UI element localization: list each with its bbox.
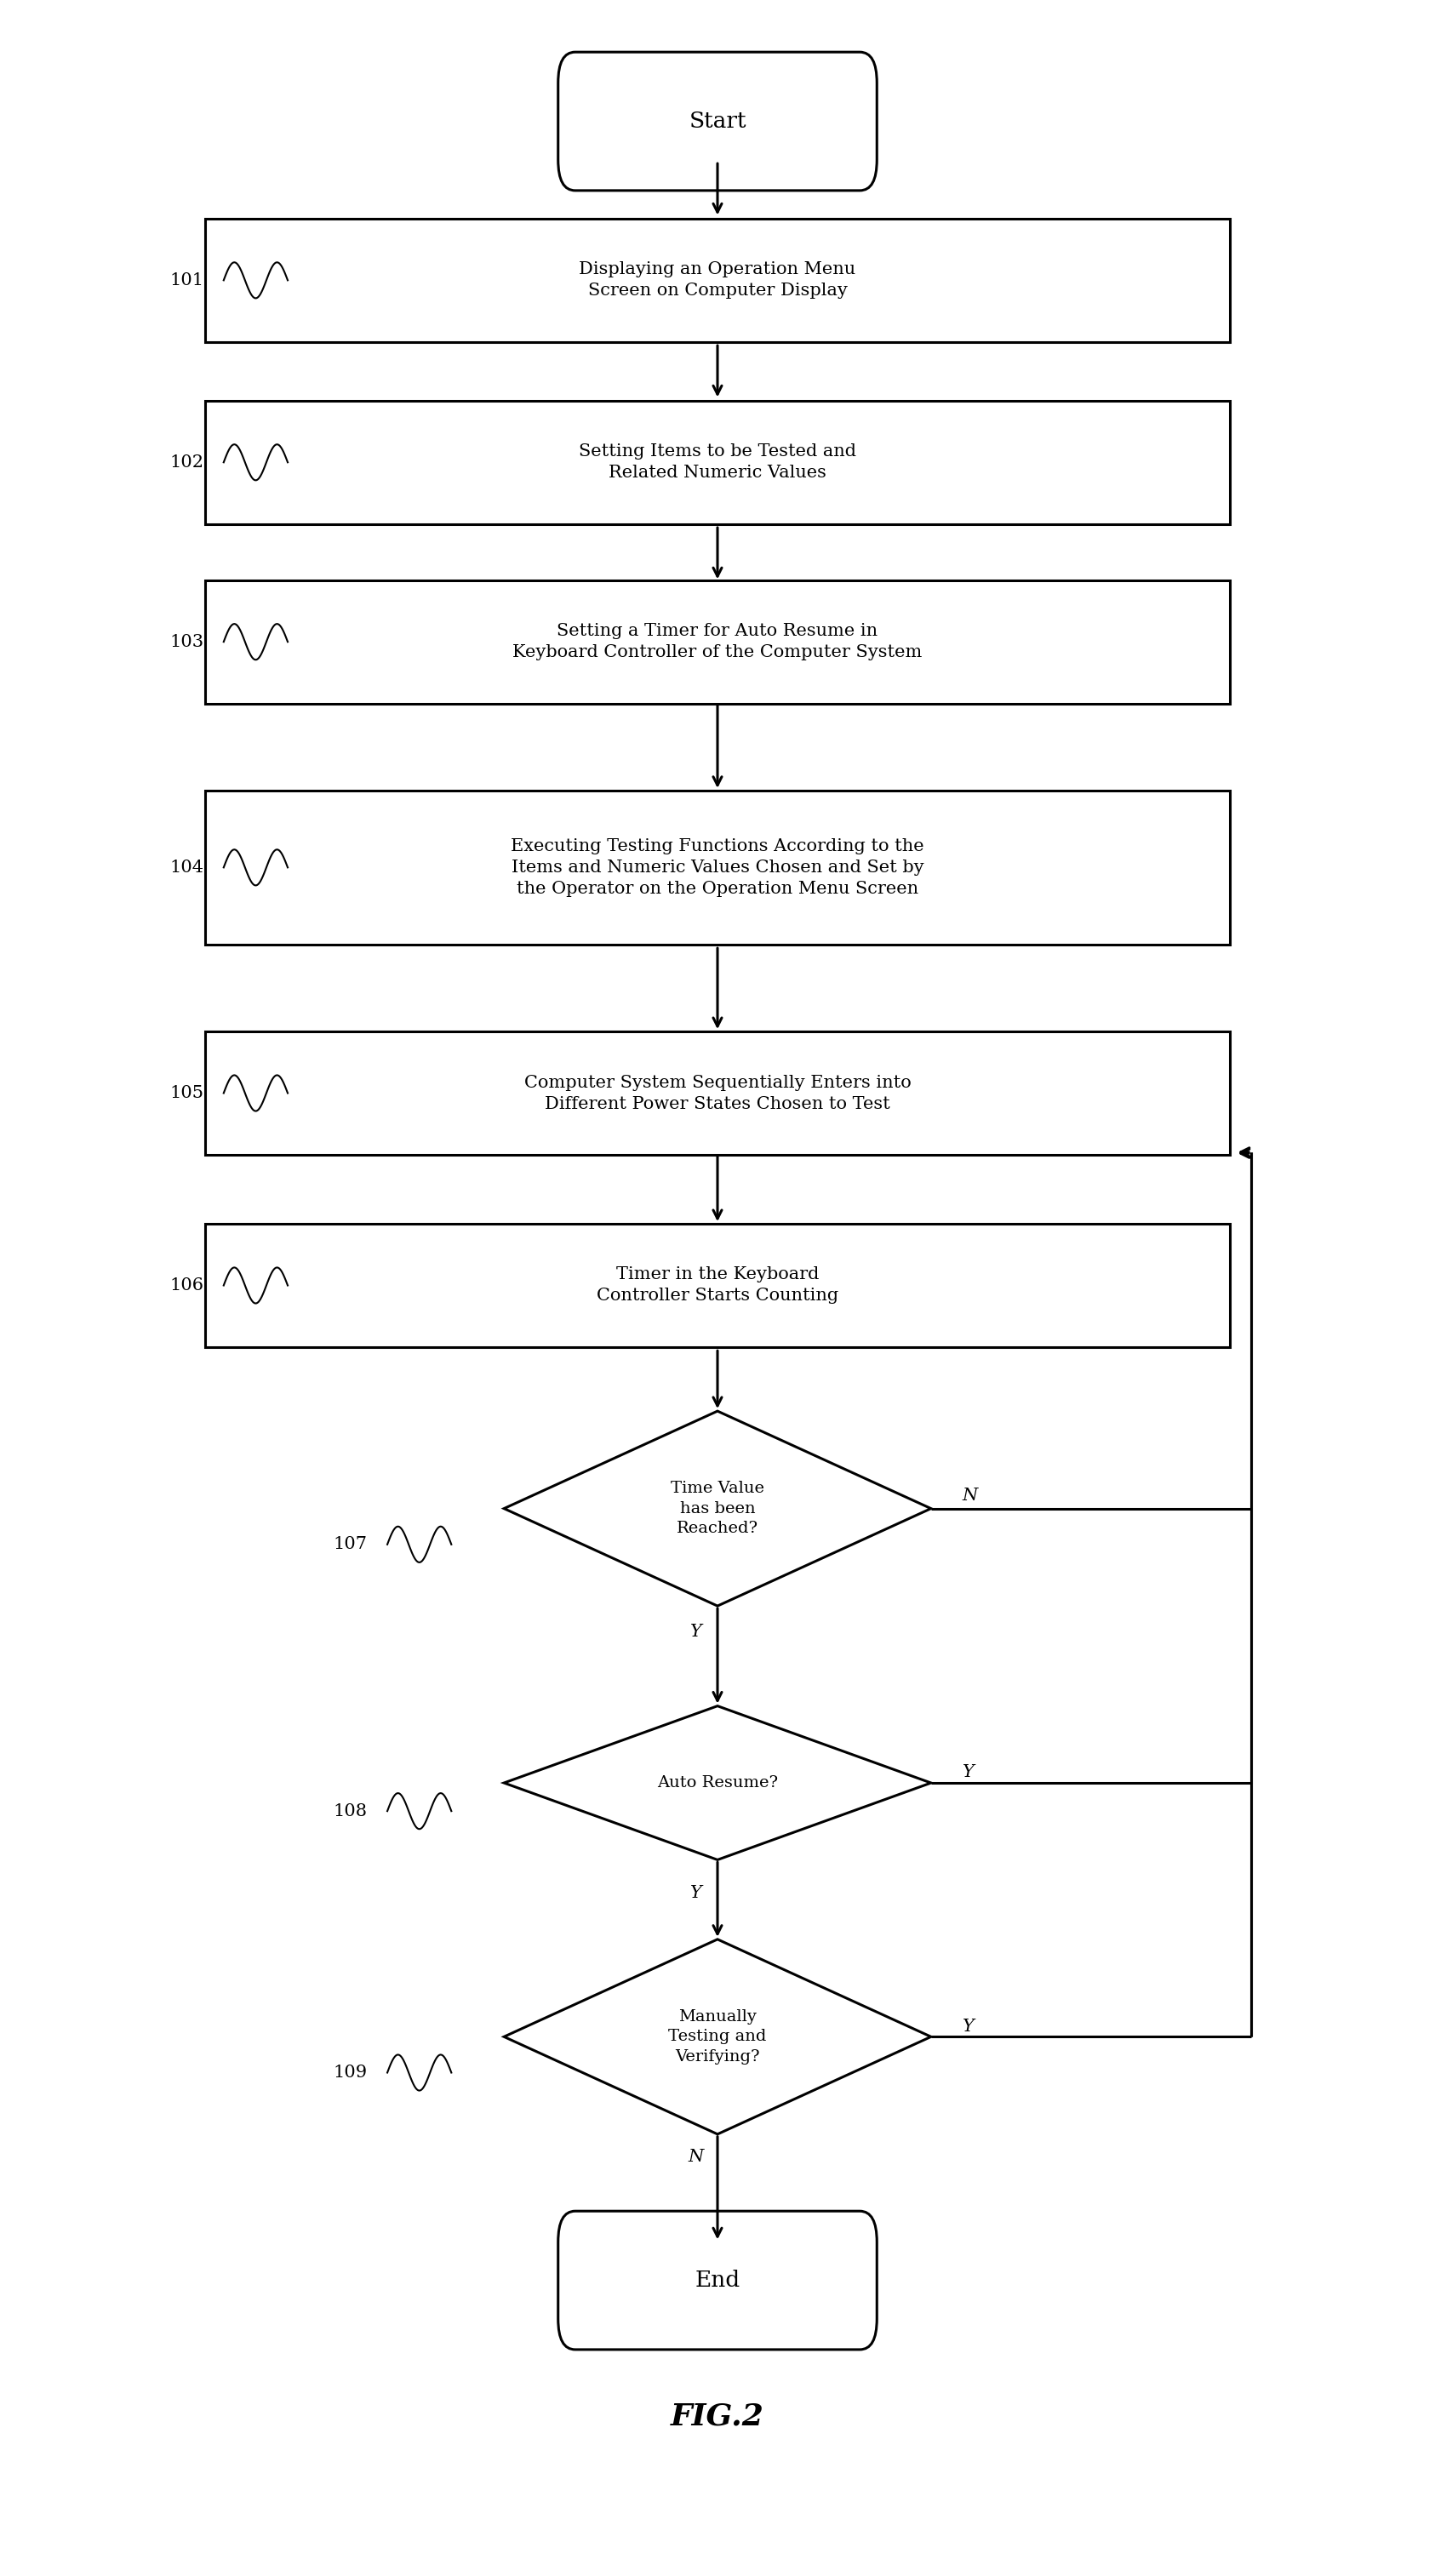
Bar [205, 1030, 1230, 1154]
Text: Setting a Timer for Auto Resume in
Keyboard Controller of the Computer System: Setting a Timer for Auto Resume in Keybo… [512, 623, 923, 659]
Text: 106: 106 [169, 1278, 204, 1293]
FancyBboxPatch shape [558, 52, 877, 191]
Bar [205, 219, 1230, 343]
Bar [205, 1224, 1230, 1347]
Polygon shape [504, 1412, 931, 1605]
Text: N: N [963, 1486, 977, 1504]
Text: Executing Testing Functions According to the
Items and Numeric Values Chosen and: Executing Testing Functions According to… [511, 837, 924, 896]
Text: Y: Y [963, 1765, 974, 1780]
Text: 103: 103 [169, 634, 204, 649]
Text: Manually
Testing and
Verifying?: Manually Testing and Verifying? [669, 2009, 766, 2063]
Text: Timer in the Keyboard
Controller Starts Counting: Timer in the Keyboard Controller Starts … [597, 1267, 838, 1303]
Text: 104: 104 [169, 860, 204, 876]
Text: Start: Start [689, 111, 746, 131]
Text: Y: Y [690, 1623, 702, 1641]
Text: 101: 101 [169, 273, 204, 289]
Text: FIG.2: FIG.2 [670, 2401, 765, 2432]
Text: 109: 109 [333, 2063, 367, 2081]
Text: End: End [695, 2269, 740, 2290]
FancyBboxPatch shape [558, 2210, 877, 2349]
Text: Auto Resume?: Auto Resume? [657, 1775, 778, 1790]
Bar [205, 402, 1230, 523]
Bar [205, 791, 1230, 945]
Text: 102: 102 [169, 453, 204, 471]
Text: 108: 108 [333, 1803, 367, 1819]
Text: Setting Items to be Tested and
Related Numeric Values: Setting Items to be Tested and Related N… [578, 443, 857, 482]
Polygon shape [504, 1940, 931, 2133]
Polygon shape [504, 1705, 931, 1860]
Bar [205, 580, 1230, 703]
Text: Y: Y [963, 2020, 974, 2035]
Text: Displaying an Operation Menu
Screen on Computer Display: Displaying an Operation Menu Screen on C… [580, 263, 855, 299]
Text: Computer System Sequentially Enters into
Different Power States Chosen to Test: Computer System Sequentially Enters into… [524, 1074, 911, 1113]
Text: N: N [689, 2148, 705, 2166]
Text: Time Value
has been
Reached?: Time Value has been Reached? [670, 1481, 765, 1535]
Text: Y: Y [690, 1886, 702, 1901]
Text: 105: 105 [169, 1084, 204, 1100]
Text: 107: 107 [333, 1535, 367, 1553]
